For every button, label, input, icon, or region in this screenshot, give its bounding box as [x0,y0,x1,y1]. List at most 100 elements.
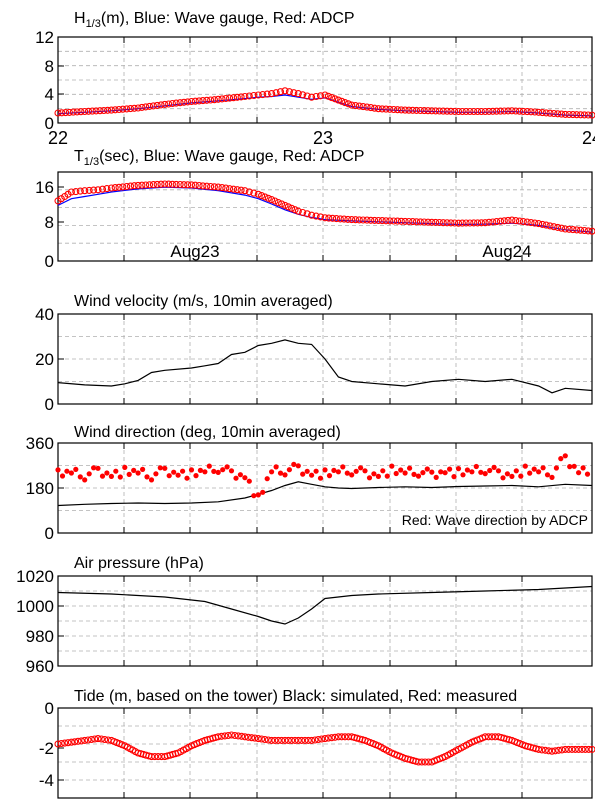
data-point [512,107,520,115]
data-point [308,736,316,744]
data-point [557,110,566,118]
data-point [99,473,106,479]
data-point [558,456,564,462]
data-point [474,107,482,116]
plot-frame [57,36,593,124]
data-point [509,473,515,479]
data-point [485,107,493,115]
data-point [380,468,386,474]
data-point [184,475,190,481]
data-point [366,475,373,481]
data-point [336,215,344,223]
data-point [117,474,123,480]
data-point [578,745,586,753]
data-point [334,733,342,741]
data-point [277,470,284,476]
data-point [91,465,97,471]
data-point [515,107,524,115]
data-point [251,493,257,499]
data-point [172,99,180,107]
data-point [393,470,399,477]
data-point [168,99,176,108]
data-point [541,746,549,754]
data-point [100,106,108,115]
data-point [104,106,112,114]
data-point [447,466,453,472]
data-point [68,470,74,476]
data-point [428,218,436,226]
data-point [193,473,199,479]
data-point [512,217,520,225]
data-point [553,465,560,471]
data-point [101,735,109,744]
y-tick-label: 0 [45,395,54,414]
data-point [428,107,436,115]
series-line [57,585,593,625]
data-point [531,108,539,116]
data-point [176,180,184,189]
data-point [111,106,119,114]
data-point [484,733,493,741]
data-point [281,736,289,744]
data-point [260,489,266,495]
data-point [184,181,192,189]
data-point [527,219,535,227]
data-point [134,181,142,189]
data-point [72,188,80,196]
data-point [584,111,592,119]
data-point [401,106,409,114]
data-point [397,217,405,225]
plot-frame [57,575,593,667]
data-point [508,216,516,224]
data-point [69,108,77,116]
data-point [92,107,100,115]
data-point [355,102,363,110]
data-point [250,189,258,197]
data-point [496,217,505,225]
data-point [462,219,470,227]
data-point [374,105,382,113]
data-point [561,225,569,233]
data-point [489,107,497,115]
data-point [540,465,546,471]
data-point [555,746,563,754]
data-point [104,470,110,476]
data-point [77,108,85,116]
data-point [488,733,496,741]
data-point [378,105,386,113]
data-point [367,104,375,112]
data-point [61,739,69,747]
data-point [470,107,478,116]
data-point [371,471,377,477]
data-point [527,470,533,476]
data-point [229,94,238,102]
data-point [523,218,531,226]
data-point [458,219,466,227]
data-point [172,180,180,188]
data-point [227,731,236,739]
data-point [374,216,382,225]
y-tick-label: 8 [45,213,54,232]
data-point [538,109,546,117]
data-point [386,105,394,113]
data-point [153,180,161,188]
data-point [147,753,156,761]
data-point [312,212,320,220]
data-point [301,736,309,744]
chart-panel-4: 0 180 360 Wind direction (deg, 10min averag… [26,424,593,543]
data-point [420,470,426,476]
data-point [142,103,150,111]
data-point [195,97,203,105]
data-point [390,105,398,114]
data-point [538,746,546,754]
data-point [407,465,413,471]
data-point [466,107,474,116]
data-point [138,181,146,189]
data-point [184,98,192,106]
chart-panel-5: 960 980 1000 1020 Air pressure (hPa) [16,555,593,676]
data-point [447,219,455,227]
data-point [398,467,404,473]
data-point [161,100,169,108]
data-point [545,747,553,755]
data-point [355,216,363,224]
